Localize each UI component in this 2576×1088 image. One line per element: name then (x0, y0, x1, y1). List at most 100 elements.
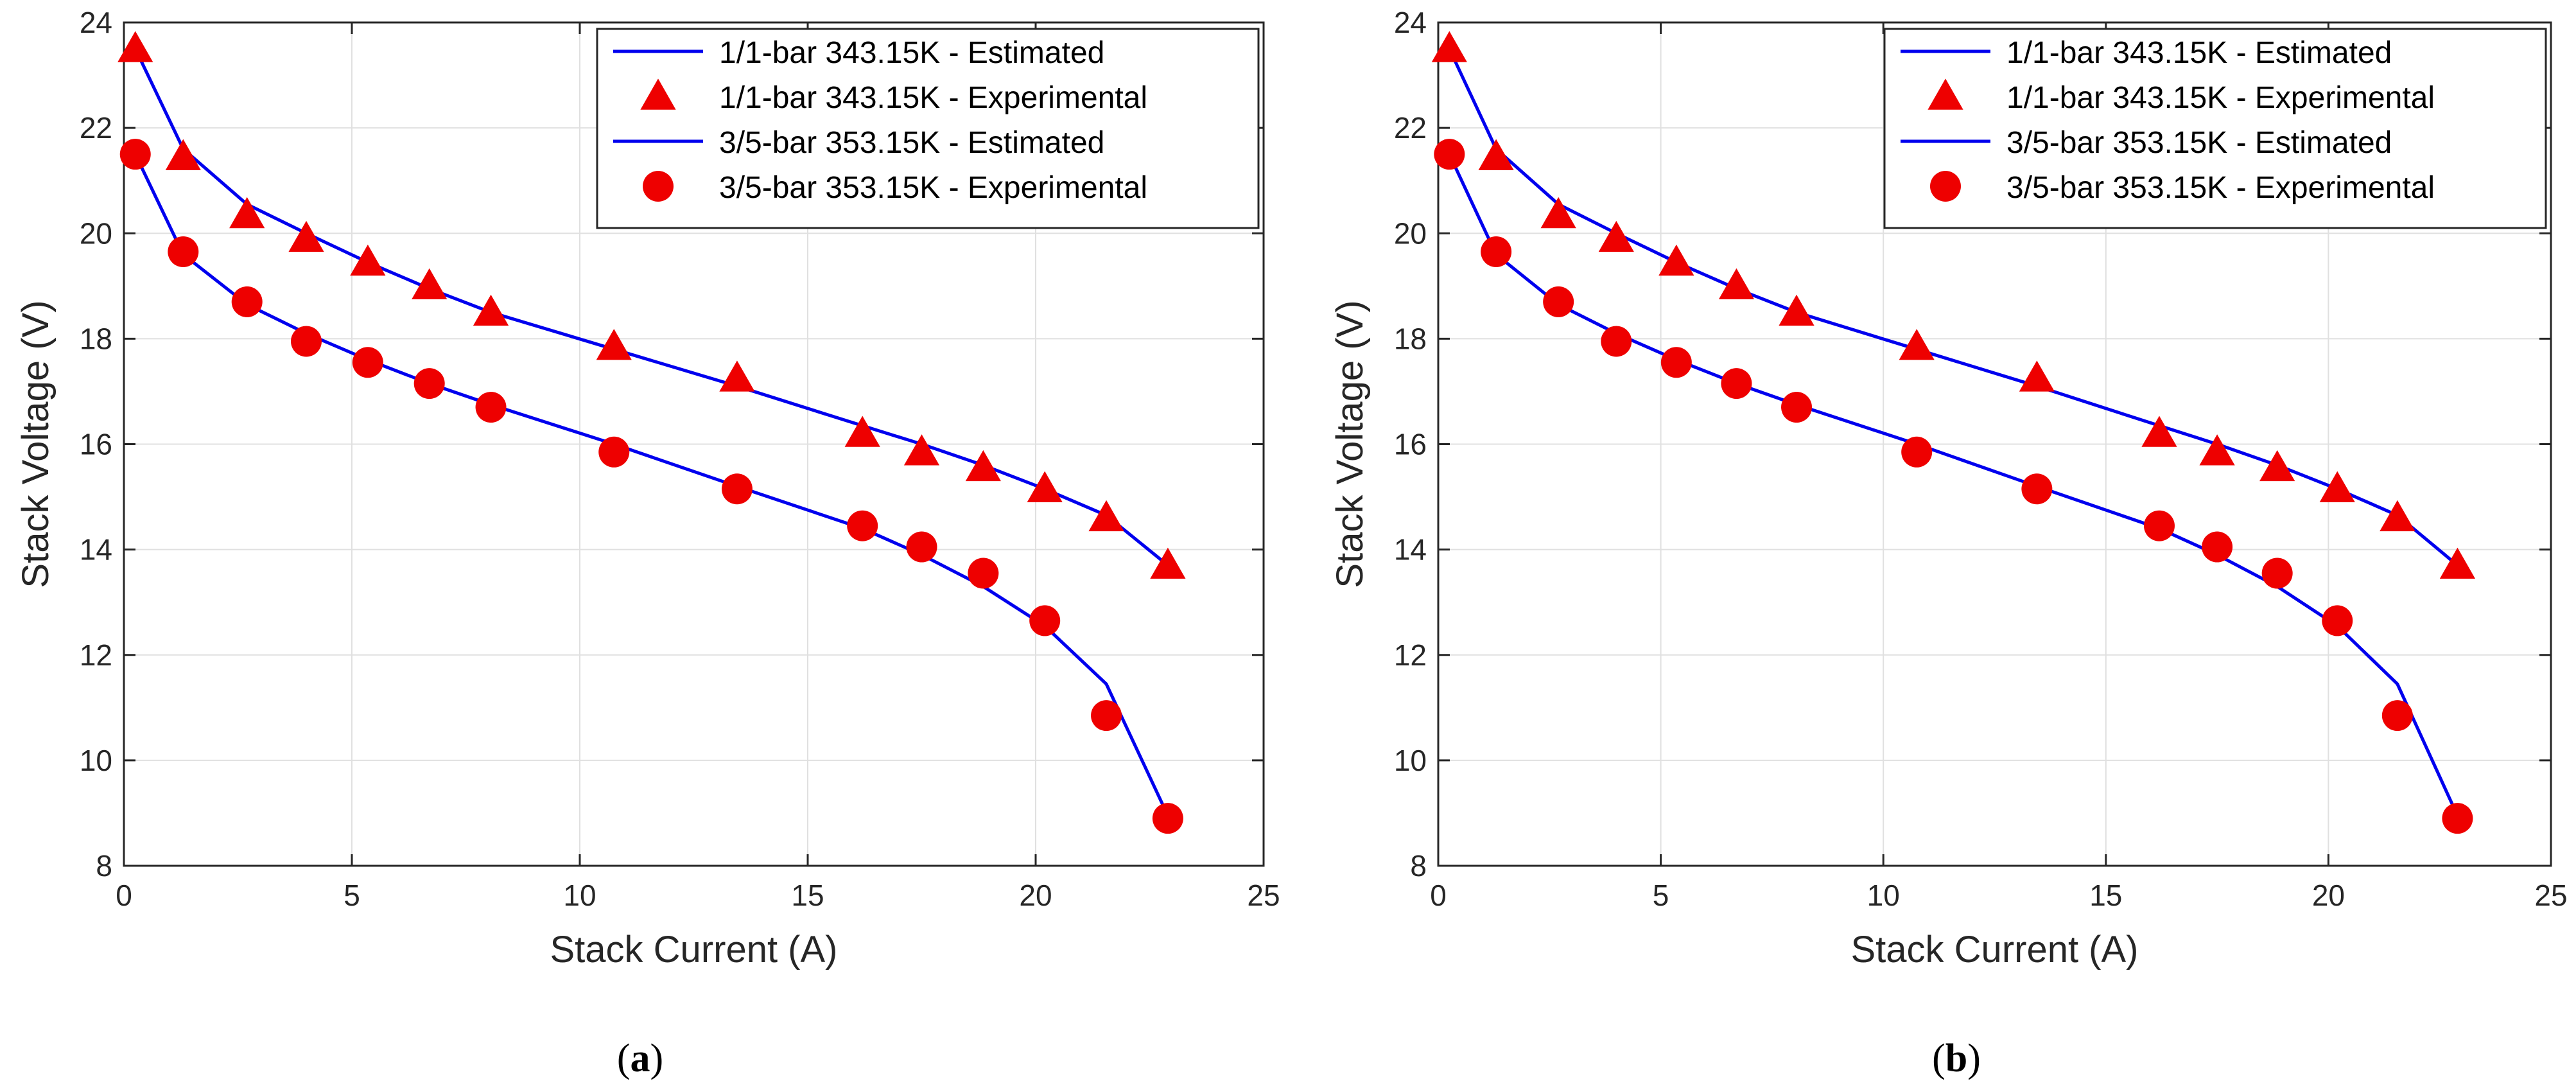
triangle-marker (1779, 294, 1815, 326)
triangle-marker (229, 197, 265, 229)
chart-panel-a: 0 5 10 15 20 25 8 10 12 14 16 18 20 22 24 Stack Current… (15, 6, 1280, 1080)
triangle-marker (1598, 220, 1634, 252)
y-tick-label: 18 (80, 322, 112, 355)
x-tick-label: 15 (791, 879, 824, 912)
legend-entry-label: 1/1-bar 343.15K - Experimental (2006, 81, 2435, 115)
circle-marker (2381, 700, 2413, 732)
series-4 (119, 139, 1183, 834)
y-axis-label: Stack Voltage (V) (1329, 300, 1371, 588)
x-tick-label: 20 (2312, 879, 2345, 912)
triangle-marker (1150, 547, 1186, 579)
legend-entry-label: 3/5-bar 353.15K - Experimental (2006, 171, 2435, 205)
triangle-marker (719, 360, 755, 392)
panel-caption-close: ) (650, 1037, 664, 1080)
circle-marker (598, 436, 630, 468)
x-tick-label: 10 (563, 879, 596, 912)
circle-marker (1901, 436, 1933, 468)
legend-entry-label: 1/1-bar 343.15K - Estimated (2006, 36, 2392, 70)
y-tick-label: 24 (80, 6, 112, 39)
circle-marker (1029, 605, 1061, 636)
legend-circle-swatch (643, 171, 674, 202)
y-axis-label: Stack Voltage (V) (15, 300, 57, 588)
y-tick-label: 16 (1394, 428, 1427, 461)
panel-caption-letter: b (1945, 1037, 1967, 1080)
triangle-marker (596, 329, 632, 360)
x-tick-label: 10 (1867, 879, 1900, 912)
circle-marker (2202, 531, 2233, 563)
legend-box (1883, 28, 2547, 229)
circle-marker (119, 139, 151, 170)
chart-panel-b: 0 5 10 15 20 25 8 10 12 14 16 18 20 22 24 Stack Current… (1329, 6, 2568, 1080)
y-tick-label: 16 (80, 428, 112, 461)
circle-marker (2322, 605, 2353, 636)
triangle-marker (1899, 329, 1935, 360)
triangle-marker (2380, 500, 2415, 532)
triangle-marker (165, 139, 201, 170)
legend: 1/1-bar 343.15K - Estimated 1/1-bar 343.1… (1883, 28, 2547, 229)
circle-marker (2442, 803, 2473, 834)
triangle-marker (288, 220, 324, 252)
triangle-marker (2439, 547, 2476, 579)
legend-box (596, 28, 1260, 229)
triangle-marker (1027, 471, 1063, 502)
circle-marker (721, 473, 753, 505)
series-2 (1431, 31, 2476, 579)
series-4 (1434, 139, 2473, 834)
legend: 1/1-bar 343.15K - Estimated 1/1-bar 343.1… (596, 28, 1260, 229)
y-tick-label: 20 (80, 216, 112, 250)
panel-caption-open: ( (1932, 1037, 1945, 1080)
y-tick-label: 12 (80, 638, 112, 672)
panel-caption: (a) (617, 1037, 663, 1080)
y-tick-label: 24 (1394, 6, 1427, 39)
x-tick-label: 25 (2534, 879, 2567, 912)
triangle-marker (412, 268, 448, 300)
triangle-marker (1540, 197, 1576, 229)
triangle-marker (117, 31, 153, 62)
circle-marker (847, 510, 878, 541)
x-tick-label: 5 (1653, 879, 1669, 912)
triangle-marker (1431, 31, 1467, 62)
x-axis-label: Stack Current (A) (1851, 929, 2139, 970)
x-tick-label: 0 (116, 879, 132, 912)
y-tick-label: 10 (80, 744, 112, 777)
triangle-marker (350, 244, 386, 276)
circle-marker (2261, 557, 2293, 589)
triangle-marker (2319, 471, 2355, 502)
circle-marker (968, 557, 999, 589)
legend-entry-label: 1/1-bar 343.15K - Experimental (719, 81, 1147, 115)
legend-entry-label: 3/5-bar 353.15K - Estimated (2006, 126, 2392, 160)
circle-marker (231, 286, 263, 317)
triangle-marker (903, 434, 940, 466)
circle-marker (475, 392, 507, 423)
circle-marker (1721, 368, 1752, 399)
circle-marker (1481, 236, 1512, 267)
triangle-marker (2019, 360, 2055, 392)
series-2 (117, 31, 1186, 579)
x-tick-label: 25 (1247, 879, 1280, 912)
x-axis-label: Stack Current (A) (550, 929, 838, 970)
triangle-marker (2141, 416, 2177, 447)
triangle-marker (1718, 268, 1755, 300)
circle-marker (413, 368, 445, 399)
x-tick-label: 5 (344, 879, 360, 912)
panel-caption-close: ) (1967, 1037, 1981, 1080)
legend-entry-label: 3/5-bar 353.15K - Estimated (719, 126, 1104, 160)
circle-marker (1543, 286, 1574, 317)
x-tick-label: 15 (2089, 879, 2122, 912)
circle-marker (1660, 347, 1692, 378)
y-tick-label: 14 (1394, 533, 1427, 566)
circle-marker (1601, 326, 1632, 357)
y-tick-label: 22 (1394, 111, 1427, 145)
circle-marker (291, 326, 322, 357)
y-tick-label: 14 (80, 533, 112, 566)
circle-marker (1091, 700, 1122, 732)
y-tick-label: 10 (1394, 744, 1427, 777)
legend-circle-swatch (1930, 171, 1961, 202)
legend-entry-label: 3/5-bar 353.15K - Experimental (719, 171, 1147, 205)
legend-triangle-swatch (1928, 78, 1963, 110)
circle-marker (1434, 139, 1465, 170)
triangle-marker (1088, 500, 1124, 532)
circle-marker (2143, 510, 2175, 541)
legend-entry-label: 1/1-bar 343.15K - Estimated (719, 36, 1104, 70)
panel-caption: (b) (1932, 1037, 1981, 1080)
